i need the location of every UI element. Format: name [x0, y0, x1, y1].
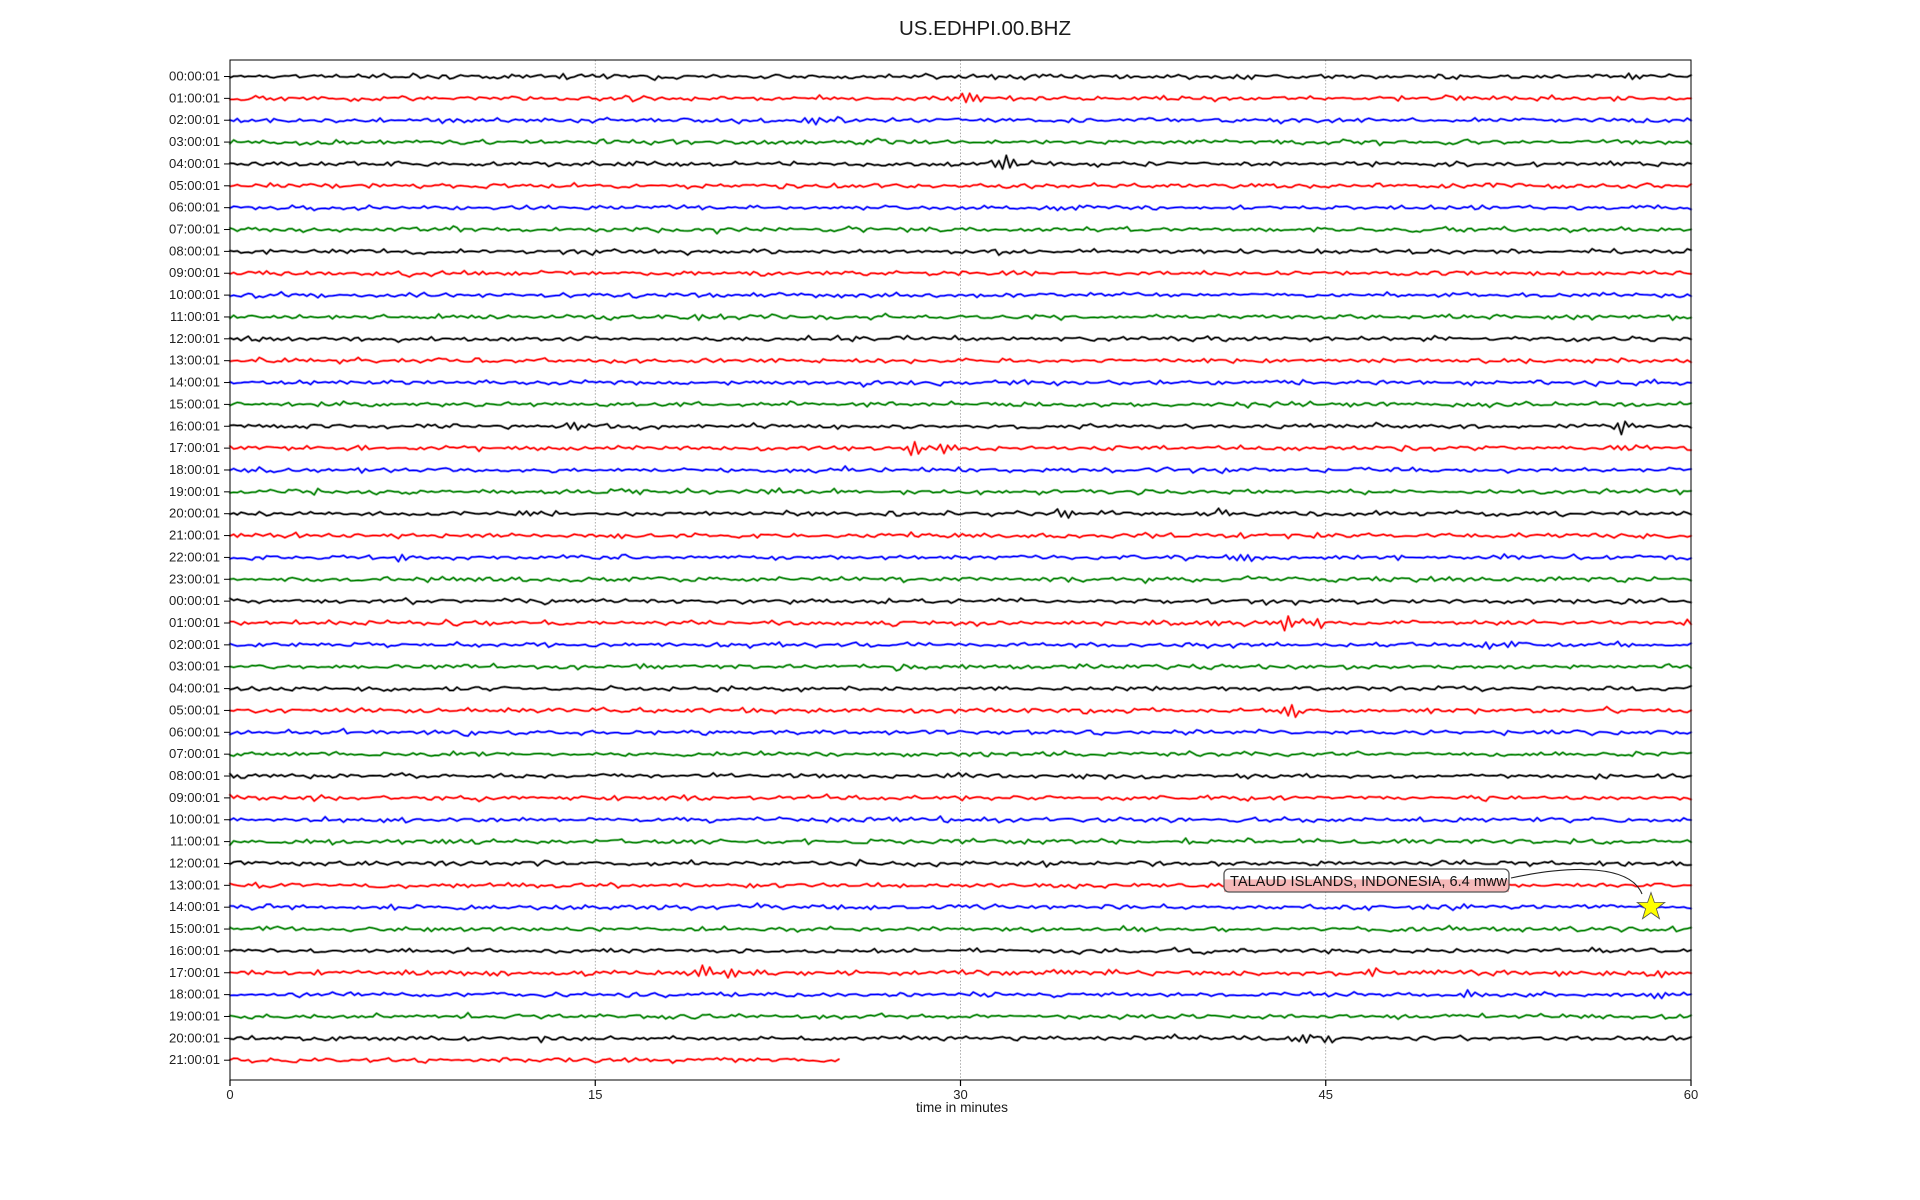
svg-text:04:00:01: 04:00:01	[169, 681, 220, 696]
svg-text:05:00:01: 05:00:01	[169, 178, 220, 193]
svg-text:03:00:01: 03:00:01	[169, 659, 220, 674]
svg-text:14:00:01: 14:00:01	[169, 899, 220, 914]
svg-text:09:00:01: 09:00:01	[169, 265, 220, 280]
svg-text:02:00:01: 02:00:01	[169, 637, 220, 652]
svg-text:16:00:01: 16:00:01	[169, 943, 220, 958]
svg-text:08:00:01: 08:00:01	[169, 768, 220, 783]
svg-text:12:00:01: 12:00:01	[169, 855, 220, 870]
svg-text:15: 15	[588, 1087, 602, 1102]
svg-text:21:00:01: 21:00:01	[169, 1052, 220, 1067]
svg-text:17:00:01: 17:00:01	[169, 440, 220, 455]
svg-text:08:00:01: 08:00:01	[169, 243, 220, 258]
svg-text:0: 0	[226, 1087, 233, 1102]
svg-text:23:00:01: 23:00:01	[169, 571, 220, 586]
svg-text:19:00:01: 19:00:01	[169, 484, 220, 499]
svg-text:03:00:01: 03:00:01	[169, 134, 220, 149]
svg-text:07:00:01: 07:00:01	[169, 746, 220, 761]
svg-text:15:00:01: 15:00:01	[169, 396, 220, 411]
svg-text:06:00:01: 06:00:01	[169, 724, 220, 739]
svg-text:05:00:01: 05:00:01	[169, 702, 220, 717]
svg-text:00:00:01: 00:00:01	[169, 69, 220, 84]
svg-text:20:00:01: 20:00:01	[169, 506, 220, 521]
svg-text:TALAUD ISLANDS, INDONESIA, 6.4: TALAUD ISLANDS, INDONESIA, 6.4 mww	[1230, 874, 1508, 890]
svg-text:18:00:01: 18:00:01	[169, 987, 220, 1002]
svg-text:19:00:01: 19:00:01	[169, 1008, 220, 1023]
svg-text:01:00:01: 01:00:01	[169, 90, 220, 105]
svg-text:20:00:01: 20:00:01	[169, 1030, 220, 1045]
svg-text:15:00:01: 15:00:01	[169, 921, 220, 936]
svg-text:11:00:01: 11:00:01	[170, 834, 220, 849]
svg-text:18:00:01: 18:00:01	[169, 462, 220, 477]
svg-text:21:00:01: 21:00:01	[169, 528, 220, 543]
svg-text:45: 45	[1319, 1087, 1333, 1102]
svg-text:14:00:01: 14:00:01	[169, 375, 220, 390]
svg-text:17:00:01: 17:00:01	[169, 965, 220, 980]
svg-text:10:00:01: 10:00:01	[169, 287, 220, 302]
svg-text:60: 60	[1684, 1087, 1698, 1102]
svg-text:09:00:01: 09:00:01	[169, 790, 220, 805]
svg-text:06:00:01: 06:00:01	[169, 200, 220, 215]
svg-text:30: 30	[953, 1087, 967, 1102]
svg-text:00:00:01: 00:00:01	[169, 593, 220, 608]
svg-text:13:00:01: 13:00:01	[169, 877, 220, 892]
svg-text:13:00:01: 13:00:01	[169, 353, 220, 368]
svg-text:02:00:01: 02:00:01	[169, 112, 220, 127]
svg-text:10:00:01: 10:00:01	[169, 812, 220, 827]
svg-text:22:00:01: 22:00:01	[169, 549, 220, 564]
svg-text:16:00:01: 16:00:01	[169, 418, 220, 433]
svg-text:01:00:01: 01:00:01	[169, 615, 220, 630]
svg-text:04:00:01: 04:00:01	[169, 156, 220, 171]
svg-text:12:00:01: 12:00:01	[169, 331, 220, 346]
svg-text:07:00:01: 07:00:01	[169, 222, 220, 237]
svg-text:11:00:01: 11:00:01	[170, 309, 220, 324]
